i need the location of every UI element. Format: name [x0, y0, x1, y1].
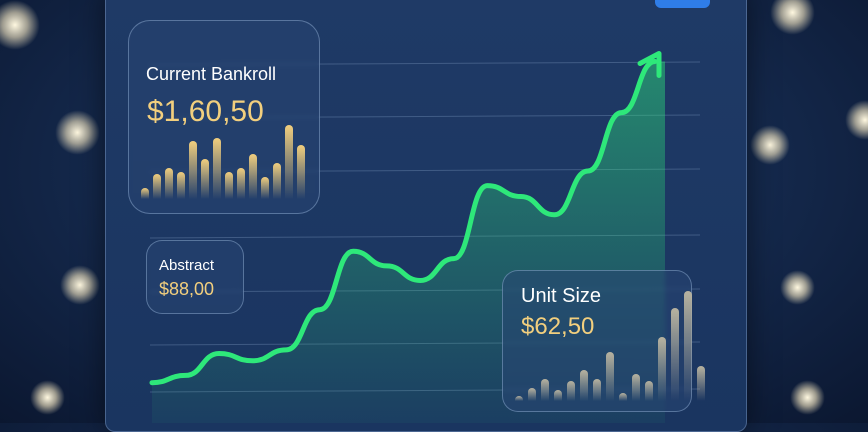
mini-bar — [261, 176, 269, 199]
top-tab-button[interactable] — [655, 0, 710, 8]
mini-bar — [645, 381, 653, 401]
mini-bar — [554, 390, 562, 401]
mini-bar — [567, 381, 575, 401]
mini-bar — [213, 137, 221, 199]
mini-bar — [671, 307, 679, 401]
unit-size-mini-bars — [515, 291, 705, 401]
trend-line — [149, 59, 658, 386]
mini-bar — [697, 365, 705, 401]
mini-bar — [177, 172, 185, 199]
mini-bar — [658, 337, 666, 401]
mini-bar — [684, 291, 692, 401]
abstract-card: Abstract $88,00 — [146, 240, 244, 314]
mini-bar — [285, 125, 293, 199]
abstract-value: $88,00 — [159, 279, 215, 299]
mini-bar — [528, 387, 536, 401]
mini-bar — [249, 154, 257, 199]
unit-size-card: Unit Size $62,50 — [502, 270, 705, 412]
current-bankroll-label: Current Bankroll — [146, 64, 277, 84]
mini-bar — [165, 167, 173, 199]
mini-bar — [580, 370, 588, 401]
mini-bar — [619, 393, 627, 401]
arrow-up-icon — [637, 51, 662, 78]
bankroll-mini-bars — [141, 109, 305, 199]
mini-bar — [189, 140, 197, 199]
mini-bar — [153, 173, 161, 199]
mini-bar — [273, 163, 281, 199]
mini-bar — [515, 395, 523, 401]
current-bankroll-value: $1,60,50 — [147, 95, 264, 128]
mini-bar — [237, 167, 245, 199]
unit-size-value: $62,50 — [521, 313, 595, 340]
mini-bar — [201, 158, 209, 199]
abstract-label: Abstract — [159, 257, 215, 274]
unit-size-label: Unit Size — [521, 285, 602, 307]
mini-bar — [141, 188, 149, 199]
mini-bar — [541, 379, 549, 401]
current-bankroll-card: Current Bankroll $1,60,50 — [128, 20, 320, 214]
mini-bar — [606, 351, 614, 401]
mini-bar — [225, 172, 233, 199]
mini-bar — [593, 379, 601, 401]
mini-bar — [632, 373, 640, 401]
mini-bar — [297, 145, 305, 199]
